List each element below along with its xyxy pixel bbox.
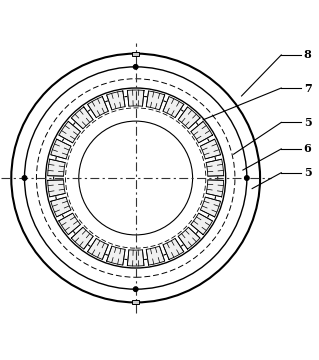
Polygon shape: [48, 180, 65, 197]
Polygon shape: [51, 139, 71, 159]
Polygon shape: [206, 180, 224, 197]
Polygon shape: [200, 139, 220, 159]
Polygon shape: [200, 197, 220, 217]
Polygon shape: [71, 107, 93, 129]
Polygon shape: [88, 96, 108, 118]
Circle shape: [22, 176, 27, 180]
Text: 5: 5: [304, 167, 311, 178]
Polygon shape: [88, 238, 108, 260]
Circle shape: [133, 64, 138, 69]
Polygon shape: [127, 250, 144, 266]
Polygon shape: [71, 227, 93, 249]
Polygon shape: [107, 91, 125, 110]
Text: 5: 5: [304, 117, 311, 128]
Text: 7: 7: [304, 82, 311, 94]
Polygon shape: [127, 90, 144, 106]
Bar: [132, 301, 139, 305]
Polygon shape: [178, 227, 200, 249]
Polygon shape: [178, 107, 200, 129]
Text: 6: 6: [304, 143, 311, 154]
Polygon shape: [59, 213, 80, 235]
Polygon shape: [59, 121, 80, 143]
Polygon shape: [163, 96, 184, 118]
Polygon shape: [146, 91, 165, 110]
Polygon shape: [206, 159, 224, 176]
Circle shape: [244, 176, 249, 180]
Polygon shape: [146, 246, 165, 265]
Polygon shape: [163, 238, 184, 260]
Polygon shape: [51, 197, 71, 217]
Polygon shape: [107, 246, 125, 265]
Polygon shape: [191, 213, 212, 235]
Text: 8: 8: [304, 49, 311, 60]
Bar: [132, 51, 139, 55]
Circle shape: [133, 287, 138, 292]
Polygon shape: [48, 159, 65, 176]
Polygon shape: [191, 121, 212, 143]
